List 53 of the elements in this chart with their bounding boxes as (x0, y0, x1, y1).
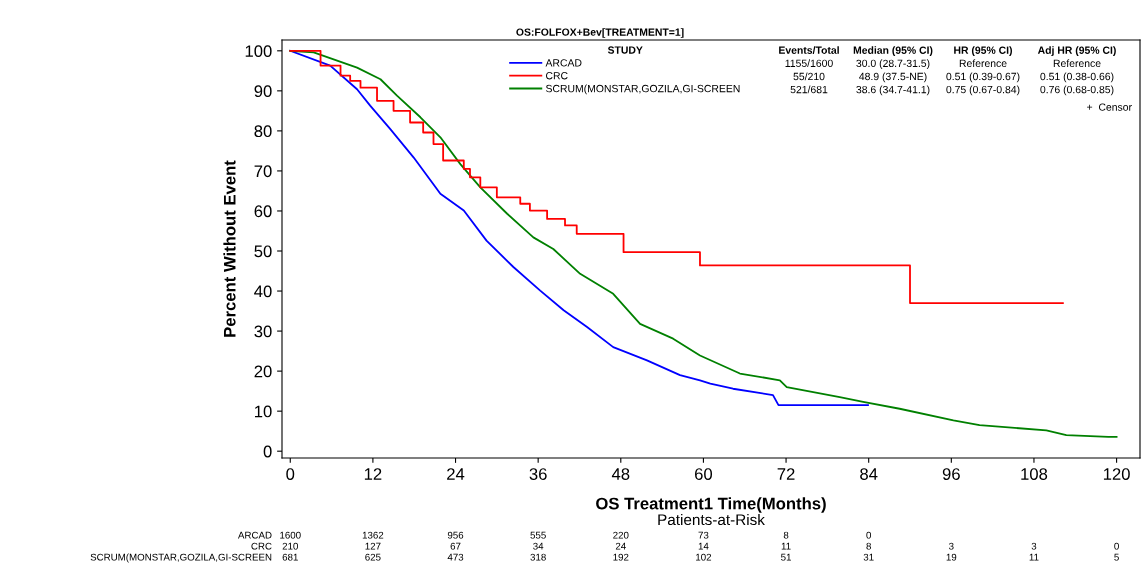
legend-label: ARCAD (545, 59, 582, 67)
text: Patients-at-Risk (658, 513, 765, 526)
annotation: + Censor (1087, 103, 1132, 111)
annotation: Reference (1053, 59, 1101, 67)
text: CRC (251, 542, 272, 550)
annotation: Adj HR (95% CI) (1037, 46, 1116, 56)
x-tick-label: 0 (286, 468, 295, 480)
annotation: 1155/1600 (785, 59, 833, 67)
x-tick-label: 120 (1103, 468, 1130, 480)
y-tick-label: 40 (254, 285, 272, 298)
y-tick-label: 30 (254, 325, 272, 338)
x-tick-label: 84 (860, 468, 878, 480)
legend-label: CRC (546, 72, 568, 80)
y-tick-label: 0 (263, 445, 272, 458)
text: SCRUM(MONSTAR,GOZILA,GI-SCREEN (90, 553, 272, 563)
chart-title: OS:FOLFOX+Bev[TREATMENT=1] (516, 28, 684, 38)
annotation: 30.0 (28.7-31.5) (856, 59, 930, 70)
text: 1600 1362 956 555 220 73 8 0 (280, 531, 872, 539)
x-tick-label: 36 (529, 468, 547, 480)
legend-title: STUDY (607, 46, 643, 54)
y-tick-label: 70 (254, 165, 272, 178)
x-tick-label: 12 (364, 468, 382, 480)
legend-label: SCRUM(MONSTAR,GOZILA,GI-SCREEN (545, 84, 740, 95)
x-tick-label: 96 (942, 468, 960, 480)
x-tick-label: 108 (1021, 468, 1048, 480)
text: ARCAD (237, 531, 272, 539)
annotation: 0.76 (0.68-0.85) (1040, 85, 1114, 96)
x-tick-label: 72 (777, 468, 795, 480)
y-tick-label: 50 (254, 245, 272, 258)
x-tick-label: 60 (695, 468, 713, 480)
annotation: Events/Total (779, 46, 839, 54)
y-axis-title: Percent Without Event (223, 160, 236, 337)
text: 681 625 473 318 192 102 51 31 19 11 5 (282, 553, 1119, 561)
annotation: 48.9 (37.5-NE) (859, 72, 927, 83)
annotation: 0.51 (0.38-0.66) (1040, 72, 1114, 83)
y-tick-label: 90 (254, 85, 272, 98)
x-tick-label: 48 (611, 468, 630, 480)
annotation: Reference (959, 59, 1007, 67)
y-tick-label: 20 (254, 365, 272, 378)
y-tick-label: 100 (245, 45, 272, 58)
y-tick-label: 10 (255, 405, 272, 418)
text: 210 127 67 34 24 14 11 8 3 3 0 (282, 542, 1119, 550)
annotation: 38.6 (34.7-41.1) (856, 85, 930, 96)
annotation: HR (95% CI) (954, 46, 1012, 56)
annotation: Median (95% CI) (853, 46, 933, 56)
annotation: 55/210 (793, 72, 825, 81)
annotation: 0.51 (0.39-0.67) (946, 72, 1020, 83)
y-tick-label: 80 (254, 125, 272, 138)
x-axis-title: OS Treatment1 Time(Months) (596, 497, 826, 513)
annotation: 521/681 (790, 85, 828, 94)
x-tick-label: 24 (447, 468, 465, 480)
annotation: 0.75 (0.67-0.84) (946, 85, 1020, 96)
y-tick-label: 60 (254, 205, 272, 218)
